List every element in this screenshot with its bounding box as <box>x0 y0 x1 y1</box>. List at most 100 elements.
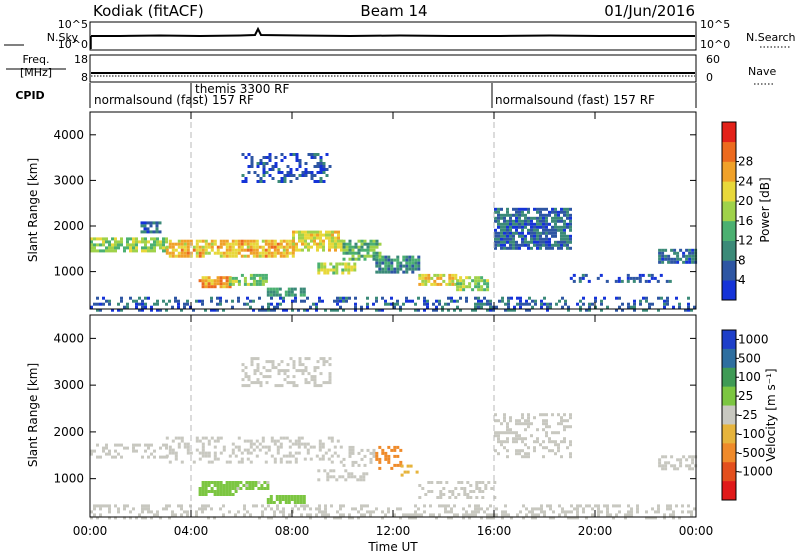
heatmap-cell <box>691 254 695 258</box>
heatmap-cell <box>524 422 527 426</box>
heatmap-cell <box>539 443 542 447</box>
heatmap-cell <box>310 174 314 177</box>
heatmap-cell <box>165 245 169 249</box>
heatmap-cell <box>384 454 388 458</box>
heatmap-cell <box>267 254 271 258</box>
heatmap-cell <box>315 302 318 306</box>
heatmap-cell <box>569 440 572 444</box>
heatmap-cell <box>554 452 557 456</box>
heatmap-cell <box>347 475 351 479</box>
heatmap-cell <box>454 496 458 499</box>
heatmap-cell <box>257 487 261 490</box>
heatmap-cell <box>135 305 138 309</box>
heatmap-cell <box>480 302 483 306</box>
heatmap-cell <box>261 239 265 243</box>
heatmap-cell <box>234 484 238 487</box>
heatmap-cell <box>456 288 460 292</box>
heatmap-cell <box>522 504 525 508</box>
heatmap-cell <box>271 363 275 367</box>
heatmap-cell <box>503 243 506 247</box>
heatmap-cell <box>247 171 251 174</box>
heatmap-cell <box>158 230 162 234</box>
heatmap-cell <box>494 243 497 247</box>
heatmap-cell <box>162 243 165 247</box>
heatmap-cell <box>159 308 162 312</box>
heatmap-cell <box>250 159 254 162</box>
heatmap-cell <box>267 239 271 243</box>
heatmap-cell <box>569 216 572 220</box>
heatmap-cell <box>414 308 417 312</box>
heatmap-cell <box>566 234 569 238</box>
heatmap-cell <box>506 207 509 211</box>
heatmap-cell <box>219 254 223 258</box>
heatmap-cell <box>564 510 567 514</box>
heatmap-cell <box>237 296 240 300</box>
heatmap-cell <box>487 481 491 484</box>
heatmap-cell <box>243 504 246 508</box>
heatmap-cell <box>465 276 469 280</box>
heatmap-cell <box>456 299 459 303</box>
heatmap-cell <box>210 239 214 243</box>
heatmap-cell <box>332 475 336 479</box>
heatmap-cell <box>225 484 229 487</box>
heatmap-cell <box>375 270 379 274</box>
heatmap-cell <box>363 513 366 517</box>
heatmap-cell <box>315 513 318 517</box>
heatmap-cell <box>186 442 190 446</box>
heatmap-cell <box>536 207 539 211</box>
heatmap-cell <box>527 422 530 426</box>
heatmap-cell <box>201 493 205 496</box>
heatmap-cell <box>268 168 272 171</box>
heatmap-cell <box>90 305 93 309</box>
heatmap-cell <box>573 507 576 511</box>
heatmap-cell <box>158 221 162 225</box>
heatmap-cell <box>658 260 662 264</box>
heatmap-cell <box>360 308 363 312</box>
heatmap-cell <box>129 243 132 247</box>
heatmap-cell <box>561 507 564 511</box>
heatmap-cell <box>497 237 500 241</box>
nsearch-tick-bottom: 10^0 <box>700 38 730 51</box>
heatmap-cell <box>375 251 379 255</box>
heatmap-cell <box>293 287 297 291</box>
heatmap-cell <box>330 436 334 440</box>
heatmap-cell <box>417 261 421 265</box>
heatmap-cell <box>304 357 308 361</box>
heatmap-cell <box>503 416 506 420</box>
heatmap-cell <box>204 487 208 490</box>
heatmap-cell <box>524 234 527 238</box>
heatmap-cell <box>228 251 232 255</box>
heatmap-cell <box>216 490 220 493</box>
heatmap-cell <box>325 233 328 237</box>
heatmap-cell <box>554 219 557 223</box>
heatmap-cell <box>246 245 250 249</box>
heatmap-cell <box>468 516 471 520</box>
heatmap-cell <box>381 448 385 452</box>
heatmap-cell <box>277 384 281 388</box>
heatmap-cell <box>442 279 446 283</box>
heatmap-cell <box>234 279 238 283</box>
heatmap-cell <box>421 276 425 280</box>
heatmap-cell <box>331 239 334 243</box>
colorbar-swatch <box>722 220 736 241</box>
heatmap-cell <box>267 504 270 508</box>
heatmap-cell <box>357 510 360 514</box>
heatmap-cell <box>340 239 343 243</box>
heatmap-cell <box>274 156 278 159</box>
heatmap-cell <box>132 299 135 303</box>
heatmap-cell <box>542 240 545 244</box>
heatmap-cell <box>563 437 566 441</box>
heatmap-cell <box>201 254 205 258</box>
heatmap-cell <box>307 372 311 376</box>
heatmap-cell <box>278 287 282 291</box>
heatmap-cell <box>255 279 259 283</box>
heatmap-cell <box>435 308 438 312</box>
heatmap-cell <box>330 454 334 458</box>
heatmap-cell <box>279 245 283 249</box>
heatmap-cell <box>337 236 340 240</box>
heatmap-cell <box>255 245 259 249</box>
heatmap-cell <box>594 504 597 508</box>
heatmap-cell <box>462 282 466 286</box>
heatmap-cell <box>222 276 226 280</box>
heatmap-cell <box>108 243 111 247</box>
